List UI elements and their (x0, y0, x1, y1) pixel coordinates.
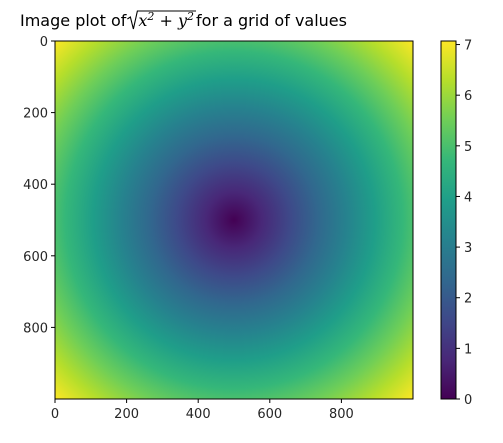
title-math-plus: + (154, 11, 178, 30)
x-tick-label: 0 (51, 407, 59, 422)
y-axis: 0 200 400 600 800 (23, 35, 55, 336)
chart-title-suffix: for a grid of values (196, 11, 347, 30)
colorbar: 0 1 2 3 4 5 6 7 (440, 39, 472, 408)
title-math-exp-x: 2 (146, 10, 154, 23)
colorbar-tick-label: 2 (464, 292, 472, 307)
heatmap-plot: 0 200 400 600 800 0 200 400 600 800 (23, 35, 414, 422)
y-tick-label: 800 (23, 321, 48, 336)
svg-text:Image plot of: Image plot of (20, 11, 127, 30)
x-tick-label: 600 (257, 407, 282, 422)
y-tick-label: 400 (23, 178, 48, 193)
sqrt-sign-icon (127, 10, 197, 30)
colorbar-tick-label: 0 (464, 393, 472, 408)
colorbar-frame (440, 40, 457, 400)
x-tick-label: 200 (114, 407, 139, 422)
y-tick-label: 200 (23, 107, 48, 122)
heatmap-image (55, 41, 413, 399)
chart-title-prefix: Image plot of (20, 11, 127, 30)
colorbar-gradient (441, 41, 456, 399)
chart-title-math: x2 + y2 (127, 10, 197, 30)
y-tick-label: 0 (40, 35, 48, 50)
colorbar-tick-label: 3 (464, 241, 472, 256)
plot-frame (54, 40, 414, 400)
colorbar-tick-label: 4 (464, 190, 472, 205)
x-tick-label: 800 (329, 407, 354, 422)
chart-title: Image plot of x2 + y2 for a grid of valu… (20, 10, 347, 30)
colorbar-axis: 0 1 2 3 4 5 6 7 (456, 39, 472, 408)
colorbar-tick-label: 6 (464, 89, 472, 104)
x-tick-label: 400 (186, 407, 211, 422)
colorbar-tick-label: 1 (464, 342, 472, 357)
svg-text:x2 + y2: x2 + y2 (138, 10, 194, 30)
title-math-y: y (177, 11, 188, 30)
y-tick-label: 600 (23, 250, 48, 265)
title-math-exp-y: 2 (186, 10, 194, 23)
colorbar-tick-label: 7 (464, 39, 472, 54)
title-math-x: x (138, 11, 147, 30)
x-axis: 0 200 400 600 800 (51, 399, 354, 422)
colorbar-tick-label: 5 (464, 140, 472, 155)
svg-text:for a grid of values: for a grid of values (196, 11, 347, 30)
